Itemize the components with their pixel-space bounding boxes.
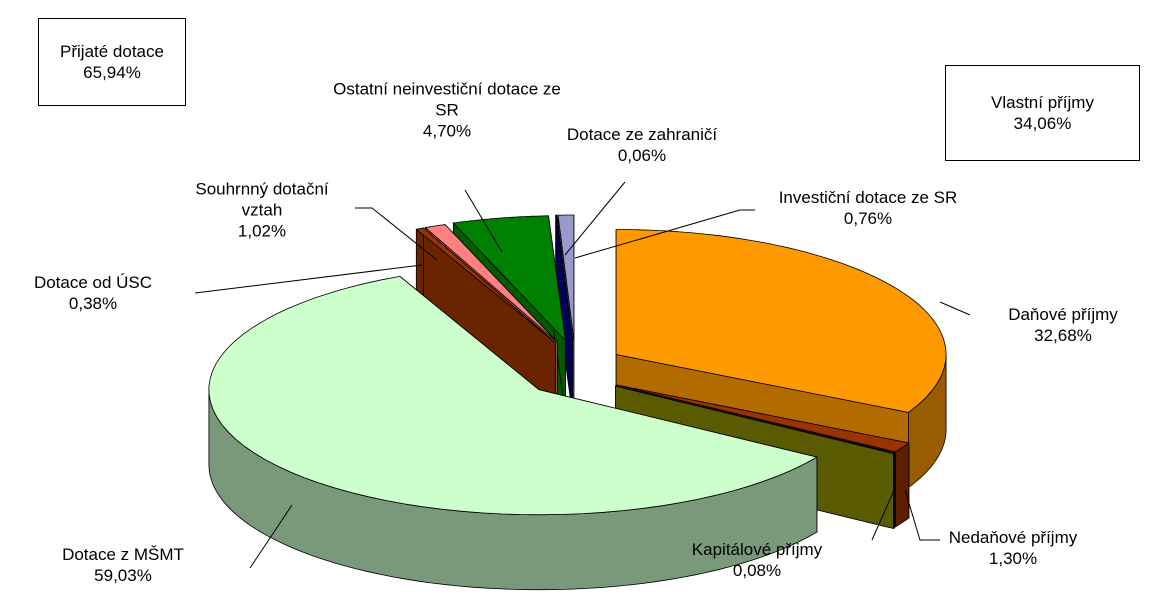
value-label: 4,70% [422,121,472,141]
value-label: 59,03% [94,566,152,585]
slice-label: Dotace z MŠMT 59,03% [23,544,223,586]
category-label: Kapitálové příjmy [691,540,823,559]
annotation: 34,06% [1013,114,1072,133]
value-label: 0,38% [68,294,118,313]
slice-label: Dotace od ÚSC 0,38% [0,272,193,314]
value-label: 0,06% [617,146,667,165]
leader-line [249,504,293,569]
slice [208,275,818,516]
slice-label: Kapitálové příjmy 0,08% [647,539,867,581]
slice [415,227,556,343]
category-label: Ostatní neinvestiční dotace ze SR [333,79,561,120]
leader-line [355,207,438,261]
value-label: 0,08% [732,561,782,580]
slice-label: Dotace ze zahraničí 0,06% [542,124,742,166]
value-label: 32,68% [1034,326,1092,345]
leader-line [939,301,971,316]
category-label: Investiční dotace ze SR [778,188,958,207]
annotation-box: Přijaté dotace 65,94% [38,18,186,106]
leader-line [904,489,940,541]
annotation: Přijaté dotace [60,42,164,61]
annotation: Vlastní příjmy [991,93,1094,112]
leader-line [871,487,896,541]
slice-label: Daňové příjmy 32,68% [963,304,1151,346]
annotation: 65,94% [83,63,141,82]
slice [424,224,558,343]
slice [557,214,575,341]
leader-line [564,181,626,256]
category-label: Souhrnný dotační vztah [195,179,329,220]
leader-line [464,189,503,253]
slice [615,229,947,413]
slice [615,385,896,455]
category-label: Dotace od ÚSC [33,273,153,292]
value-label: 0,76% [843,209,893,228]
leader-line [574,209,755,259]
slice-label: Souhrnný dotační vztah 1,02% [177,179,347,242]
slice [452,215,567,342]
slice-label: Ostatní neinvestiční dotace ze SR 4,70% [332,79,562,142]
category-label: Dotace z MŠMT [62,545,184,564]
category-label: Dotace ze zahraničí [566,125,718,144]
annotation-box: Vlastní příjmy 34,06% [945,65,1140,161]
slice [555,214,573,341]
slice-label: Nedaňové příjmy 1,30% [913,527,1113,569]
category-label: Nedaňové příjmy [948,528,1078,547]
slice [616,384,911,453]
slice-label: Investiční dotace ze SR 0,76% [768,187,968,229]
leader-line [194,264,423,294]
value-label: 1,30% [988,549,1038,568]
value-label: 1,02% [237,221,287,241]
slice-side [895,442,910,528]
category-label: Daňové příjmy [1008,305,1118,324]
